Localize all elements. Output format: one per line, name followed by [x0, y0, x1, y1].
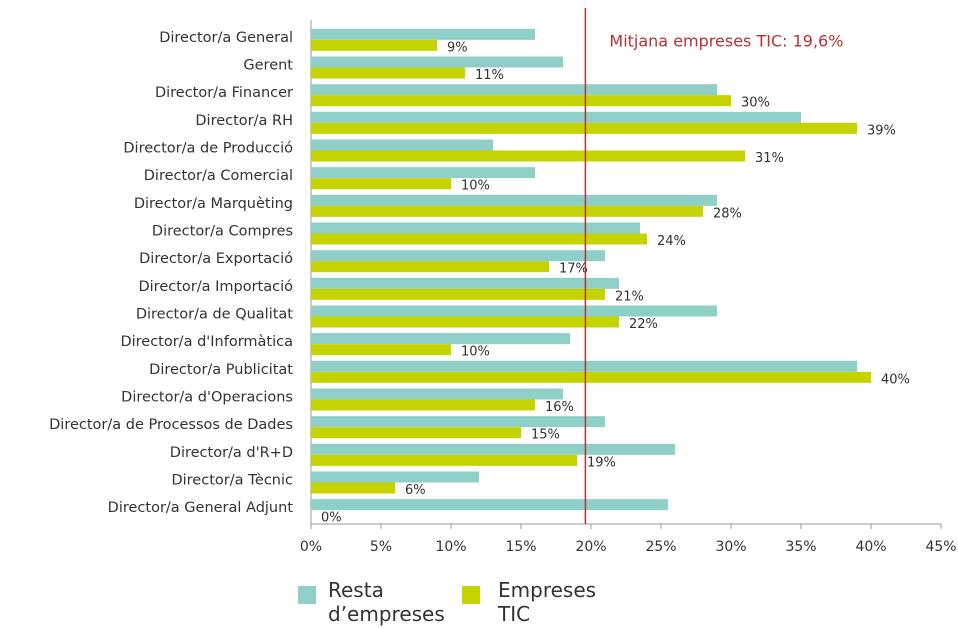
- data-label: 10%: [461, 179, 490, 194]
- data-label: 19%: [587, 455, 616, 470]
- category-label: Gerent: [243, 58, 293, 74]
- reference-label: Mitjana empreses TIC: 19,6%: [609, 32, 843, 51]
- data-label: 10%: [461, 345, 490, 360]
- x-tick-label: 40%: [855, 539, 886, 555]
- data-label: 40%: [881, 372, 910, 387]
- legend-label: Resta d’empreses: [328, 578, 445, 626]
- bar: [311, 288, 605, 300]
- legend-swatch: [298, 586, 316, 604]
- category-label: Director/a Exportació: [139, 251, 293, 267]
- bar: [311, 194, 717, 206]
- bar: [311, 28, 535, 40]
- data-label: 6%: [405, 483, 426, 498]
- bar: [311, 399, 535, 411]
- x-tick-label: 0%: [300, 539, 322, 555]
- x-tick-label: 30%: [715, 539, 746, 555]
- bar: [311, 178, 451, 190]
- bar: [311, 277, 619, 289]
- data-label: 30%: [741, 96, 770, 111]
- category-label: Director/a RH: [195, 113, 293, 129]
- category-label: Director/a General: [159, 30, 293, 46]
- data-label: 11%: [475, 68, 504, 83]
- bar: [311, 416, 605, 428]
- bar: [311, 84, 717, 96]
- data-label: 9%: [447, 40, 468, 55]
- category-label: Director/a d'Informàtica: [120, 334, 293, 350]
- category-label: Director/a Tècnic: [171, 473, 293, 489]
- x-tick-label: 5%: [370, 539, 392, 555]
- category-label: Director/a Importació: [138, 279, 293, 295]
- bar: [311, 67, 465, 79]
- category-label: Director/a Financer: [155, 85, 293, 101]
- category-label: Director/a Comercial: [144, 168, 293, 184]
- bar: [311, 305, 717, 317]
- category-label: Director/a d'R+D: [170, 445, 293, 461]
- category-label: Director/a Marquèting: [134, 196, 293, 212]
- category-label: Director/a de Processos de Dades: [49, 417, 293, 433]
- bar: [311, 56, 563, 68]
- x-tick-label: 20%: [575, 539, 606, 555]
- bar: [311, 95, 731, 107]
- data-label: 21%: [615, 289, 644, 304]
- category-label: Director/a de Producció: [123, 141, 293, 157]
- bar: [311, 150, 745, 162]
- bar: [311, 122, 857, 134]
- bar: [311, 205, 703, 217]
- bar: [311, 222, 640, 234]
- category-label: Director/a d'Operacions: [121, 390, 293, 406]
- bar: [311, 39, 437, 51]
- bar: [311, 499, 668, 511]
- category-label: Director/a de Qualitat: [136, 307, 293, 323]
- x-tick-label: 25%: [645, 539, 676, 555]
- data-label: 24%: [657, 234, 686, 249]
- bar: [311, 388, 563, 400]
- data-label: 22%: [629, 317, 658, 332]
- bar: [311, 371, 871, 383]
- x-tick-label: 45%: [925, 539, 956, 555]
- category-label: Director/a Publicitat: [149, 362, 293, 378]
- bar: [311, 139, 493, 151]
- bar: [311, 454, 577, 466]
- x-tick-label: 15%: [505, 539, 536, 555]
- bar: [311, 250, 605, 262]
- data-label: 28%: [713, 206, 742, 221]
- data-label: 0%: [321, 511, 342, 526]
- bar: [311, 471, 479, 483]
- data-label: 31%: [755, 151, 784, 166]
- bar: [311, 344, 451, 356]
- bar: [311, 333, 570, 345]
- x-tick-label: 10%: [435, 539, 466, 555]
- bar: [311, 167, 535, 179]
- bar: [311, 233, 647, 245]
- data-label: 17%: [559, 262, 588, 277]
- legend-swatch: [462, 586, 480, 604]
- bar: [311, 443, 675, 455]
- data-label: 39%: [867, 123, 896, 138]
- data-label: 16%: [545, 400, 574, 415]
- bar: [311, 427, 521, 439]
- x-tick-label: 35%: [785, 539, 816, 555]
- bar: [311, 261, 549, 273]
- bar: [311, 111, 801, 123]
- category-label: Director/a General Adjunt: [108, 500, 294, 516]
- bar: [311, 482, 395, 494]
- data-label: 15%: [531, 428, 560, 443]
- category-label: Director/a Compres: [152, 224, 293, 240]
- legend-label: Empreses TIC: [498, 578, 597, 626]
- bar: [311, 360, 857, 372]
- bar: [311, 316, 619, 328]
